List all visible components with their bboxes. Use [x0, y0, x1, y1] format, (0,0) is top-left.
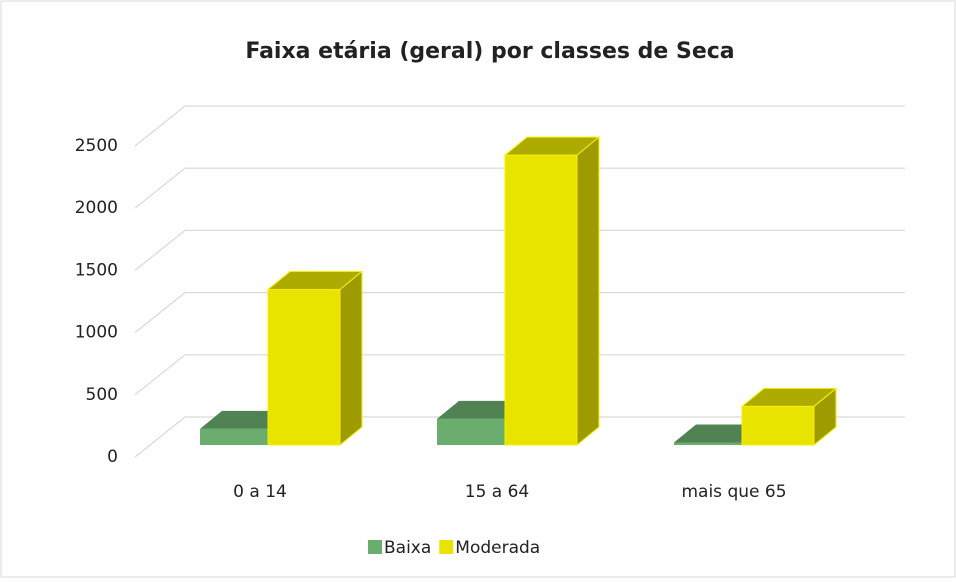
legend-label: Baixa: [384, 538, 431, 558]
grid-line: [134, 167, 905, 209]
y-tick-label: 1500: [75, 260, 118, 280]
bar: [200, 428, 268, 445]
legend-swatch: [439, 540, 454, 554]
bar: [504, 154, 578, 446]
grid-line: [134, 354, 905, 396]
bar-side: [576, 136, 600, 447]
grid-line: [134, 105, 905, 147]
grid-line: [134, 229, 905, 271]
bar-side: [339, 270, 363, 447]
x-tick-label: mais que 65: [681, 482, 786, 502]
bar: [674, 442, 742, 445]
bar: [267, 289, 341, 446]
chart-title: Faixa etária (geral) por classes de Seca: [245, 39, 734, 64]
x-tick-label: 0 a 14: [233, 482, 287, 502]
legend-label: Moderada: [455, 538, 540, 558]
bar: [741, 405, 815, 446]
grid-line: [134, 292, 905, 334]
y-tick-label: 0: [107, 447, 118, 467]
y-tick-label: 1000: [75, 323, 118, 343]
grid-line: [134, 416, 905, 458]
bar: [437, 418, 505, 445]
y-tick-label: 2000: [75, 198, 118, 218]
y-tick-label: 2500: [75, 136, 118, 156]
x-tick-label: 15 a 64: [465, 482, 530, 502]
y-tick-label: 500: [86, 385, 118, 405]
legend-swatch: [368, 540, 382, 554]
